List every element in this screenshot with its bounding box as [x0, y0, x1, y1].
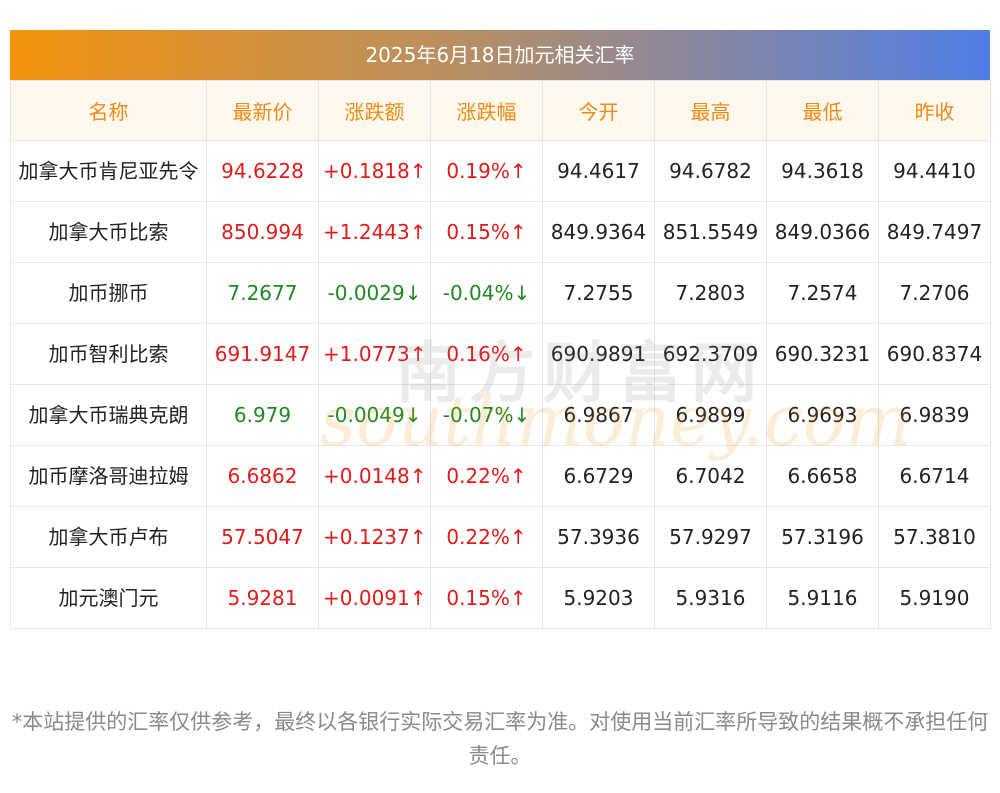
high-price: 6.7042	[654, 445, 767, 507]
header-name: 名称	[10, 80, 207, 141]
prev-close: 5.9190	[878, 567, 991, 629]
latest-price: 57.5047	[206, 506, 319, 568]
currency-name: 加元澳门元	[10, 567, 207, 629]
change-percent: 0.22%↑	[430, 506, 543, 568]
change-amount: +0.1818↑	[318, 140, 431, 202]
low-price: 6.6658	[766, 445, 879, 507]
high-price: 7.2803	[654, 262, 767, 324]
header-latest: 最新价	[206, 80, 319, 141]
change-percent: 0.15%↑	[430, 201, 543, 263]
change-percent: 0.16%↑	[430, 323, 543, 385]
table-row: 加元澳门元 5.9281 +0.0091↑ 0.15%↑ 5.9203 5.93…	[10, 567, 991, 629]
prev-close: 6.6714	[878, 445, 991, 507]
high-price: 5.9316	[654, 567, 767, 629]
high-price: 6.9899	[654, 384, 767, 446]
header-open: 今开	[542, 80, 655, 141]
currency-name: 加拿大币肯尼亚先令	[10, 140, 207, 202]
change-percent: -0.07%↓	[430, 384, 543, 446]
latest-price: 691.9147	[206, 323, 319, 385]
currency-name: 加拿大币瑞典克朗	[10, 384, 207, 446]
header-prev: 昨收	[878, 80, 991, 141]
prev-close: 690.8374	[878, 323, 991, 385]
open-price: 690.9891	[542, 323, 655, 385]
change-amount: +0.0091↑	[318, 567, 431, 629]
open-price: 849.9364	[542, 201, 655, 263]
change-amount: +0.1237↑	[318, 506, 431, 568]
rates-panel: 2025年6月18日加元相关汇率 名称 最新价 涨跌额 涨跌幅 今开 最高 最低…	[10, 30, 991, 629]
header-pct: 涨跌幅	[430, 80, 543, 141]
change-amount: +1.0773↑	[318, 323, 431, 385]
change-percent: -0.04%↓	[430, 262, 543, 324]
header-low: 最低	[766, 80, 879, 141]
change-percent: 0.22%↑	[430, 445, 543, 507]
high-price: 851.5549	[654, 201, 767, 263]
table-row: 加币智利比索 691.9147 +1.0773↑ 0.16%↑ 690.9891…	[10, 323, 991, 385]
currency-name: 加拿大币卢布	[10, 506, 207, 568]
table-row: 加拿大币瑞典克朗 6.979 -0.0049↓ -0.07%↓ 6.9867 6…	[10, 384, 991, 446]
low-price: 849.0366	[766, 201, 879, 263]
currency-name: 加币摩洛哥迪拉姆	[10, 445, 207, 507]
change-amount: -0.0029↓	[318, 262, 431, 324]
low-price: 57.3196	[766, 506, 879, 568]
low-price: 7.2574	[766, 262, 879, 324]
latest-price: 5.9281	[206, 567, 319, 629]
table-title: 2025年6月18日加元相关汇率	[10, 30, 990, 80]
latest-price: 6.979	[206, 384, 319, 446]
open-price: 5.9203	[542, 567, 655, 629]
high-price: 94.6782	[654, 140, 767, 202]
open-price: 7.2755	[542, 262, 655, 324]
change-amount: +1.2443↑	[318, 201, 431, 263]
low-price: 94.3618	[766, 140, 879, 202]
table-row: 加拿大币肯尼亚先令 94.6228 +0.1818↑ 0.19%↑ 94.461…	[10, 140, 991, 202]
latest-price: 7.2677	[206, 262, 319, 324]
change-amount: +0.0148↑	[318, 445, 431, 507]
prev-close: 849.7497	[878, 201, 991, 263]
low-price: 690.3231	[766, 323, 879, 385]
table-row: 加拿大币比索 850.994 +1.2443↑ 0.15%↑ 849.9364 …	[10, 201, 991, 263]
latest-price: 6.6862	[206, 445, 319, 507]
open-price: 6.9867	[542, 384, 655, 446]
change-amount: -0.0049↓	[318, 384, 431, 446]
currency-name: 加币智利比索	[10, 323, 207, 385]
open-price: 57.3936	[542, 506, 655, 568]
header-change: 涨跌额	[318, 80, 431, 141]
prev-close: 94.4410	[878, 140, 991, 202]
prev-close: 7.2706	[878, 262, 991, 324]
currency-name: 加拿大币比索	[10, 201, 207, 263]
low-price: 5.9116	[766, 567, 879, 629]
header-row: 名称 最新价 涨跌额 涨跌幅 今开 最高 最低 昨收	[10, 80, 991, 141]
high-price: 692.3709	[654, 323, 767, 385]
change-percent: 0.19%↑	[430, 140, 543, 202]
change-percent: 0.15%↑	[430, 567, 543, 629]
latest-price: 94.6228	[206, 140, 319, 202]
currency-name: 加币挪币	[10, 262, 207, 324]
prev-close: 6.9839	[878, 384, 991, 446]
header-high: 最高	[654, 80, 767, 141]
disclaimer-note: *本站提供的汇率仅供参考，最终以各银行实际交易汇率为准。对使用当前汇率所导致的结…	[11, 710, 989, 768]
open-price: 6.6729	[542, 445, 655, 507]
high-price: 57.9297	[654, 506, 767, 568]
table-row: 加拿大币卢布 57.5047 +0.1237↑ 0.22%↑ 57.3936 5…	[10, 506, 991, 568]
prev-close: 57.3810	[878, 506, 991, 568]
low-price: 6.9693	[766, 384, 879, 446]
table-row: 加币挪币 7.2677 -0.0029↓ -0.04%↓ 7.2755 7.28…	[10, 262, 991, 324]
table-row: 加币摩洛哥迪拉姆 6.6862 +0.0148↑ 0.22%↑ 6.6729 6…	[10, 445, 991, 507]
open-price: 94.4617	[542, 140, 655, 202]
rates-table: 名称 最新价 涨跌额 涨跌幅 今开 最高 最低 昨收 加拿大币肯尼亚先令 94.…	[10, 80, 991, 629]
latest-price: 850.994	[206, 201, 319, 263]
